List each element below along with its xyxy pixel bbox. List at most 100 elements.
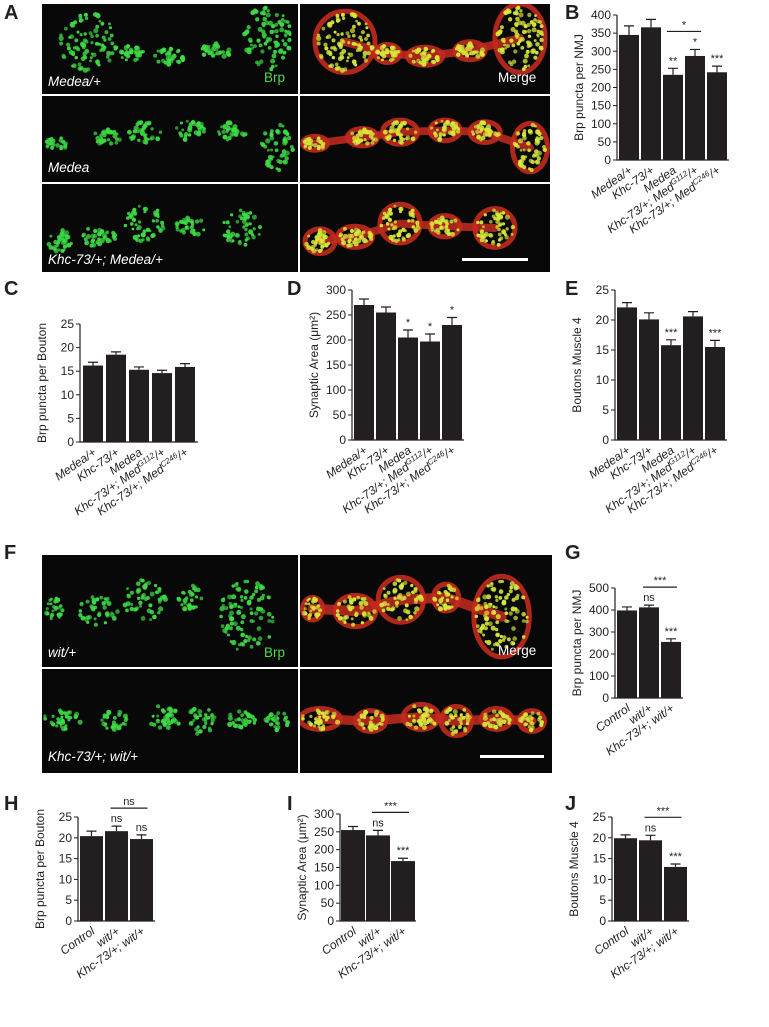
scale-bar <box>480 755 544 758</box>
bar <box>661 345 681 440</box>
error-bar <box>688 311 698 317</box>
genotype-label: Medea/+ <box>48 74 101 89</box>
y-tick-label: 10 <box>596 373 610 387</box>
significance-label: ns <box>645 822 657 834</box>
bar <box>420 341 440 440</box>
error-bar <box>646 18 656 28</box>
y-tick-label: 0 <box>602 691 609 705</box>
panel-label-b: B <box>565 2 580 24</box>
y-tick-label: 25 <box>596 283 610 297</box>
bar <box>354 305 374 440</box>
error-bar <box>359 298 369 305</box>
error-bar <box>134 366 144 370</box>
error-bar <box>690 48 700 56</box>
bar <box>617 610 637 698</box>
y-tick-label: 200 <box>314 843 334 857</box>
significance-label: ** <box>669 55 678 67</box>
error-bar <box>670 863 681 867</box>
error-bar <box>180 363 190 367</box>
bracket-label: *** <box>657 805 671 817</box>
bracket-label: ns <box>123 796 135 808</box>
chart-j: 0 5 10 15 20 25 Boutons Muscle 4 Control ns wit/+… <box>567 795 765 1020</box>
y-tick-label: 500 <box>589 581 609 595</box>
bar <box>80 836 103 921</box>
y-tick-label: 300 <box>591 44 611 58</box>
y-tick-label: 200 <box>589 647 609 661</box>
significance-label: *** <box>669 851 683 863</box>
micrograph-a-brp-row3: Khc-73/+; Medea/+ <box>42 184 298 272</box>
error-bar <box>622 302 632 308</box>
bar <box>83 365 103 442</box>
bar <box>130 839 153 921</box>
significance-label: ns <box>643 592 655 604</box>
y-tick-label: 20 <box>61 341 75 355</box>
significance-label: *** <box>665 327 679 339</box>
significance-label: ns <box>372 817 384 829</box>
error-bar <box>622 606 632 611</box>
bar <box>341 830 365 921</box>
error-bar <box>88 361 98 366</box>
bar <box>705 347 725 440</box>
y-tick-label: 5 <box>602 403 609 417</box>
panel-label-j: J <box>565 793 577 815</box>
y-tick-label: 15 <box>61 364 75 378</box>
error-bar <box>624 25 634 35</box>
y-tick-label: 250 <box>591 62 611 76</box>
genotype-label: Khc-73/+; wit/+ <box>48 749 139 764</box>
channel-label-brp: Brp <box>264 70 286 85</box>
y-tick-label: 25 <box>593 810 607 824</box>
chart-i: 0 50 100 150 200 250 300 Synaptic Area (μm²) Con… <box>295 795 500 1020</box>
y-tick-label: 150 <box>591 99 611 113</box>
y-tick-label: 100 <box>326 383 346 397</box>
y-axis-label: Boutons Muscle 4 <box>570 317 584 413</box>
bar <box>639 319 659 440</box>
micrograph-f-brp-row1: wit/+ <box>42 555 298 667</box>
error-bar <box>373 829 383 836</box>
significance-label: * <box>450 305 455 317</box>
error-bar <box>381 306 391 313</box>
error-bar <box>620 834 631 839</box>
error-bar <box>111 351 121 355</box>
y-tick-label: 100 <box>314 878 334 892</box>
micrograph-f-merge-row2 <box>300 669 552 773</box>
bar <box>641 27 661 161</box>
chart-h: 0 5 10 15 20 25 Brp puncta per Bouton Control ns… <box>33 795 240 1020</box>
y-tick-label: 150 <box>326 358 346 372</box>
category-label: Control <box>57 924 97 958</box>
significance-label: *** <box>665 626 679 638</box>
y-tick-label: 400 <box>591 8 611 22</box>
error-bar <box>644 604 654 608</box>
y-tick-label: 300 <box>326 283 346 297</box>
panel-label-c: C <box>4 278 19 300</box>
y-tick-label: 50 <box>598 135 612 149</box>
y-tick-label: 50 <box>333 408 347 422</box>
y-tick-label: 5 <box>599 893 606 907</box>
error-bar <box>712 65 722 73</box>
bar <box>106 354 126 442</box>
y-tick-label: 0 <box>604 153 611 167</box>
y-tick-label: 20 <box>593 831 607 845</box>
significance-label: * <box>406 317 411 329</box>
error-bar <box>403 329 413 338</box>
error-bar <box>348 825 358 831</box>
genotype-label: Khc-73/+; Medea/+ <box>48 252 163 267</box>
y-tick-label: 0 <box>327 914 334 928</box>
chart-d: 0 50 100 150 200 250 300 Synaptic Area (μm²) Med… <box>300 283 540 540</box>
y-tick-label: 100 <box>589 669 609 683</box>
bar <box>617 307 637 440</box>
genotype-label: wit/+ <box>48 645 77 660</box>
error-bar <box>666 339 676 346</box>
y-tick-label: 10 <box>593 872 607 886</box>
micrograph-a-brp-row1: Medea/+ <box>42 4 298 94</box>
y-tick-label: 300 <box>314 807 334 821</box>
y-tick-label: 300 <box>589 625 609 639</box>
error-bar <box>425 333 435 342</box>
y-axis-label: Synaptic Area (μm²) <box>295 814 309 920</box>
bar <box>366 835 390 921</box>
bar <box>175 366 195 442</box>
panel-label-f: F <box>4 542 17 564</box>
genotype-label: Medea <box>48 160 90 175</box>
y-tick-label: 250 <box>314 825 334 839</box>
